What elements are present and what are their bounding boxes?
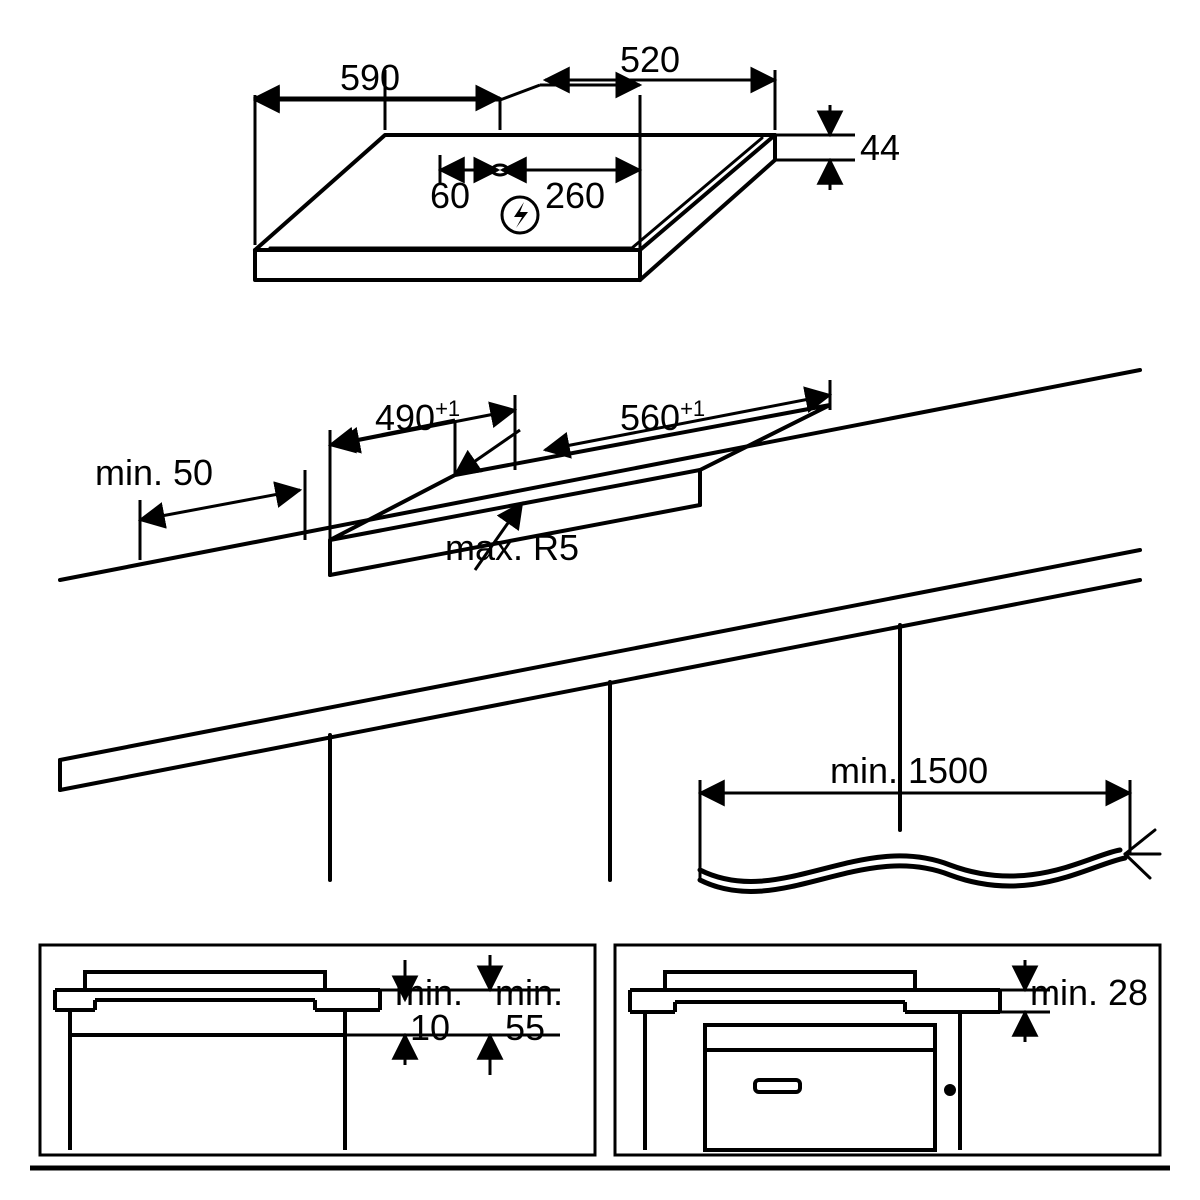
label-cutout-depth: 490+1 [375, 396, 460, 438]
countertop [60, 370, 1140, 880]
label-hob-height: 44 [860, 127, 900, 168]
label-hob-width: 590 [340, 57, 400, 98]
dim-top [255, 70, 775, 245]
cable [700, 830, 1160, 892]
label-cable-length: min. 1500 [830, 750, 988, 791]
label-gap-below-b: 10 [410, 1007, 450, 1048]
label-edge-clearance: min. 50 [95, 452, 213, 493]
label-corner-radius: max. R5 [445, 527, 579, 568]
label-cable-gap: 60 [430, 175, 470, 216]
label-gap-total-b: 55 [505, 1007, 545, 1048]
hob-top [255, 135, 775, 280]
label-cable-reach: 260 [545, 175, 605, 216]
label-counter-thick: min. 28 [1030, 972, 1148, 1013]
technical-drawing: 590 520 60 260 44 [0, 0, 1200, 1200]
label-hob-depth: 520 [620, 39, 680, 80]
